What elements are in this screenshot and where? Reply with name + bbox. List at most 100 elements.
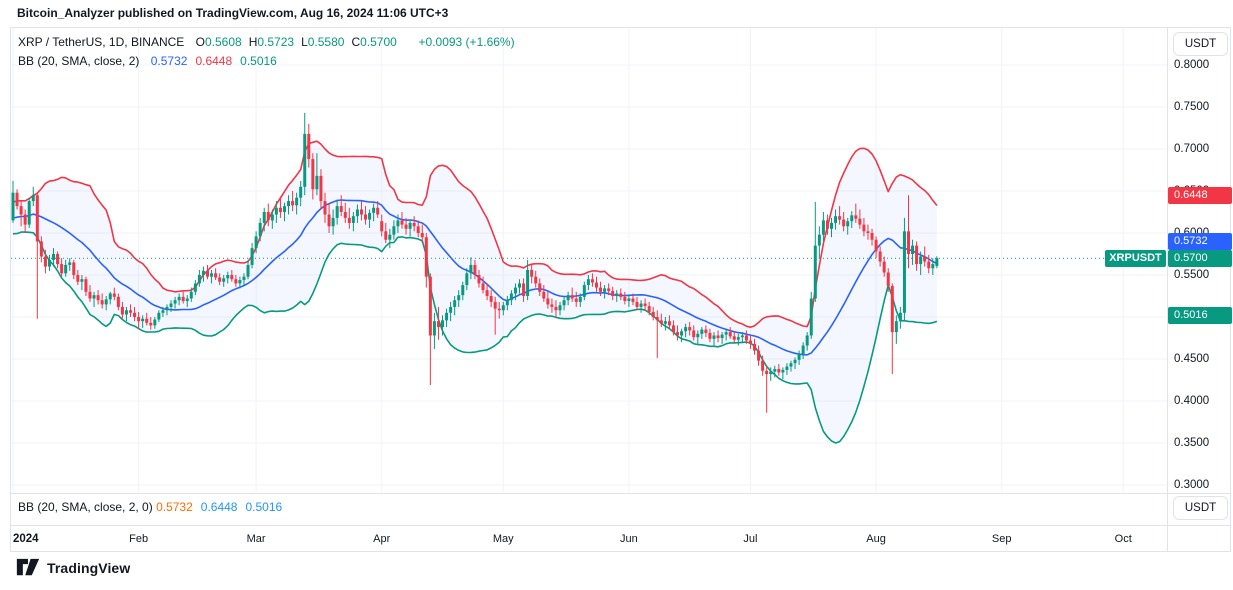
- price-badge-upper[interactable]: 0.6448: [1168, 186, 1232, 204]
- candle-body: [104, 299, 108, 305]
- candle-body: [428, 276, 432, 336]
- price-tick-label: 0.7000: [1174, 143, 1210, 155]
- candle-body: [461, 285, 465, 296]
- candle-body: [35, 195, 39, 242]
- candle-body: [509, 293, 513, 301]
- candle-body: [688, 327, 692, 331]
- candle-body: [497, 308, 501, 311]
- candle-body: [52, 254, 56, 260]
- candle-body: [732, 336, 736, 340]
- candle-body: [327, 214, 331, 227]
- time-axis-label[interactable]: Oct: [1114, 533, 1132, 545]
- price-tick-label: 0.4000: [1174, 395, 1210, 407]
- candle-body: [133, 312, 137, 317]
- time-axis-label[interactable]: May: [492, 533, 514, 545]
- candle-body: [671, 325, 675, 333]
- candle-body: [129, 310, 133, 313]
- currency-button-top[interactable]: USDT: [1173, 32, 1228, 56]
- candle-body: [457, 295, 461, 301]
- tradingview-logo-icon: [16, 558, 40, 576]
- candle-body: [619, 293, 623, 297]
- candle-body: [307, 133, 311, 160]
- candle-body: [518, 283, 521, 288]
- candle-body: [526, 269, 530, 296]
- time-axis-label[interactable]: Feb: [129, 533, 149, 545]
- candle-body: [392, 226, 396, 235]
- time-axis-label[interactable]: Sep: [991, 533, 1012, 545]
- candle-body: [603, 288, 607, 292]
- candle-body: [60, 264, 64, 274]
- bb-pane-values: 0.5732 0.6448 0.5016: [156, 500, 290, 514]
- candle-body: [359, 209, 363, 215]
- main-legend: XRP / TetherUS, 1D, BINANCE O0.5608 H0.57…: [18, 33, 515, 71]
- symbol-price-label[interactable]: XRPUSDT: [1105, 249, 1166, 267]
- price-chart[interactable]: [11, 28, 1167, 493]
- candle-body: [761, 360, 765, 371]
- candle-body: [112, 293, 116, 297]
- candle-body: [919, 256, 923, 265]
- symbol-title[interactable]: XRP / TetherUS, 1D, BINANCE: [18, 35, 185, 49]
- candle-body: [898, 312, 902, 322]
- candle-body: [27, 201, 31, 225]
- candle-body: [611, 290, 615, 296]
- candle-body: [923, 256, 927, 262]
- candle-body: [882, 261, 886, 273]
- price-badge-last[interactable]: 0.5700: [1168, 249, 1232, 267]
- candle-body: [355, 209, 359, 217]
- time-axis-label[interactable]: 2024: [13, 533, 39, 545]
- candle-body: [825, 220, 829, 229]
- time-axis-label[interactable]: Jul: [743, 533, 758, 545]
- candle-body: [935, 258, 939, 266]
- time-axis-label[interactable]: Aug: [866, 533, 886, 545]
- pane-separator: [11, 493, 1231, 494]
- candle-body: [169, 303, 173, 307]
- candle-body: [315, 175, 319, 190]
- candle-body: [696, 333, 700, 338]
- currency-button-bottom[interactable]: USDT: [1173, 496, 1228, 520]
- candle-body: [574, 298, 578, 302]
- candle-body: [753, 343, 757, 351]
- price-tick-label: 0.5500: [1174, 269, 1210, 281]
- candle-body: [396, 220, 400, 227]
- chart-caption: Bitcoin_Analyzer published on TradingVie…: [17, 6, 449, 20]
- candle-body: [562, 300, 566, 306]
- candle-body: [331, 217, 335, 227]
- candle-body: [501, 305, 505, 311]
- candle-body: [558, 305, 562, 311]
- candle-body: [931, 264, 935, 269]
- candle-body: [911, 245, 915, 254]
- candle-body: [846, 221, 850, 227]
- candle-body: [311, 159, 315, 190]
- price-badge-lower[interactable]: 0.5016: [1168, 307, 1232, 325]
- tradingview-attribution[interactable]: TradingView: [16, 558, 130, 577]
- candle-body: [866, 231, 870, 233]
- candle-body: [838, 216, 842, 220]
- ohlc-values: O0.5608 H0.5723 L0.5580 C0.5700: [196, 35, 404, 49]
- candle-body: [647, 306, 651, 312]
- candle-body: [384, 231, 388, 240]
- time-axis-label[interactable]: Apr: [373, 533, 391, 545]
- candle-body: [870, 233, 874, 240]
- candle-body: [254, 236, 258, 249]
- candle-body: [878, 251, 882, 262]
- candle-body: [740, 335, 744, 338]
- price-badge-basis[interactable]: 0.5732: [1168, 232, 1232, 250]
- bb-pane-label[interactable]: BB (20, SMA, close, 2, 0): [18, 500, 153, 514]
- candle-body: [894, 321, 898, 333]
- bb-legend-label[interactable]: BB (20, SMA, close, 2): [18, 54, 140, 68]
- candle-body: [590, 279, 594, 283]
- candle-body: [793, 359, 797, 364]
- candle-body: [623, 296, 627, 302]
- candle-body: [817, 234, 821, 246]
- ohlc-item: O0.5608: [195, 35, 242, 49]
- candle-body: [473, 264, 477, 275]
- time-axis-label[interactable]: Mar: [246, 533, 266, 545]
- candle-body: [339, 206, 343, 212]
- time-axis-label[interactable]: Jun: [620, 533, 638, 545]
- candle-body: [639, 303, 643, 307]
- candle-body: [120, 306, 124, 315]
- candle-body: [736, 337, 740, 340]
- candle-body: [684, 327, 688, 332]
- candle-body: [145, 318, 149, 323]
- candle-body: [80, 279, 84, 282]
